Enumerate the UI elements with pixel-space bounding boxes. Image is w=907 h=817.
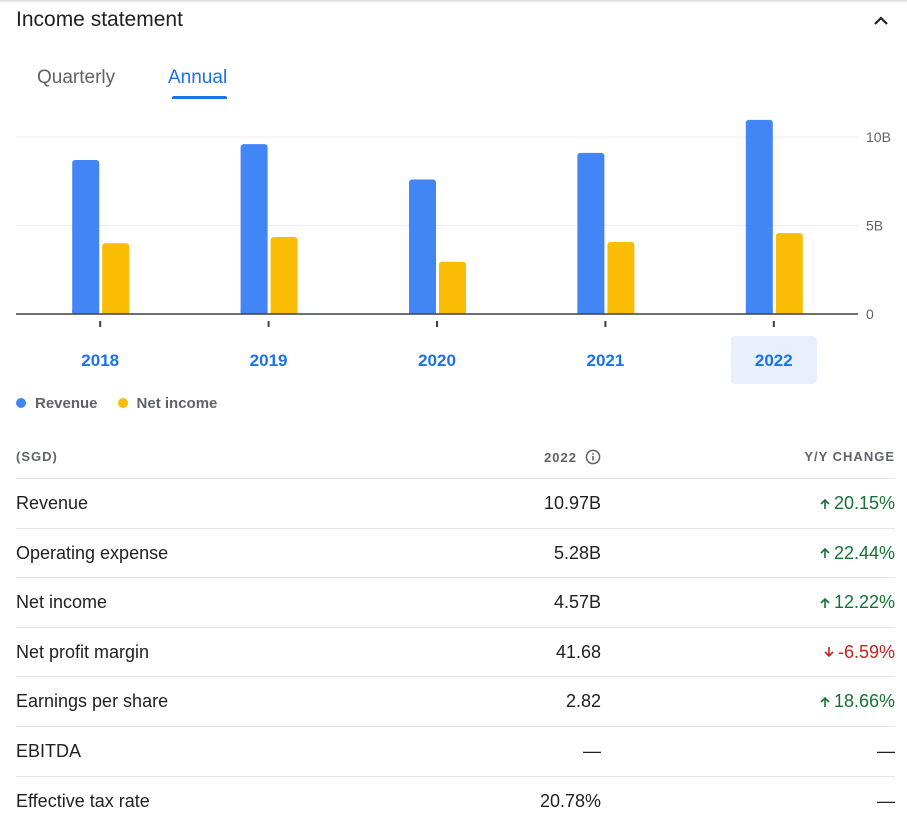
row-value: 20.78% <box>539 790 601 811</box>
bar-revenue-2022 <box>745 119 773 315</box>
row-label: Earnings per share <box>16 691 169 712</box>
row-value: 5.28B <box>553 542 601 563</box>
bar-revenue-2021 <box>577 152 605 314</box>
bar-net-income-2022 <box>775 233 803 314</box>
bar-base <box>240 310 268 314</box>
row-label: Operating expense <box>16 542 169 563</box>
bar-base <box>102 310 130 314</box>
legend-dot-revenue <box>16 398 26 408</box>
row-change: — <box>877 741 895 762</box>
x-tick-label-2022: 2022 <box>755 351 793 370</box>
row-label: Revenue <box>16 493 89 513</box>
currency-header: (SGD) <box>16 449 58 464</box>
info-icon[interactable] <box>585 449 601 465</box>
bar-base <box>775 310 803 314</box>
tab-quarterly[interactable]: Quarterly <box>37 64 115 92</box>
legend-item-revenue: Revenue <box>16 395 98 412</box>
bar-base <box>409 310 436 314</box>
row-change-value: — <box>877 740 895 761</box>
x-tick-label-2019: 2019 <box>250 351 288 370</box>
chart-legend: Revenue Net income <box>16 393 237 413</box>
x-tick-label-2020: 2020 <box>418 351 456 370</box>
arrow-down-icon <box>824 647 834 658</box>
table-body: Revenue 10.97B 20.15% Operating expense 5.28… <box>16 479 895 817</box>
chevron-up-icon[interactable] <box>869 9 893 33</box>
table-row: Effective tax rate 20.78% — <box>16 777 895 817</box>
row-change: 18.66% <box>818 691 895 712</box>
bar-net-income-2020 <box>439 261 466 314</box>
row-change: -6.59% <box>822 642 895 663</box>
tab-quarterly-label: Quarterly <box>37 67 116 88</box>
row-change-value: 18.66% <box>833 691 895 712</box>
bar-net-income-2018 <box>102 243 130 314</box>
selected-year-highlight <box>730 336 817 384</box>
year-header-label: 2022 <box>544 449 577 465</box>
bar-revenue-2018 <box>72 160 100 314</box>
change-header: Y/Y CHANGE <box>804 449 895 464</box>
x-tick-label-2021: 2021 <box>586 351 624 370</box>
income-bar-chart: 0 5B 10B 2018 2019 2020 2021 2022 <box>16 119 891 384</box>
bar-base <box>745 310 773 314</box>
table-row: EBITDA — — <box>16 727 895 777</box>
table-row: Revenue 10.97B 20.15% <box>16 479 895 529</box>
row-change-value: 20.15% <box>833 493 895 513</box>
active-tab-indicator <box>172 96 228 99</box>
y-tick-label: 0 <box>866 306 874 322</box>
row-change-value: 12.22% <box>833 592 895 613</box>
year-header: 2022 <box>544 449 601 465</box>
bar-base <box>439 310 466 314</box>
row-change-value: -6.59% <box>837 641 895 662</box>
row-value: 10.97B <box>543 493 601 513</box>
row-label: Effective tax rate <box>16 790 150 811</box>
row-change-value: — <box>877 790 895 811</box>
row-value: 41.68 <box>555 641 601 662</box>
row-label: Net profit margin <box>16 641 150 662</box>
table-row: Earnings per share 2.82 18.66% <box>16 677 895 727</box>
y-tick-label: 10B <box>866 129 891 145</box>
legend-dot-net-income <box>117 398 128 408</box>
row-label: Net income <box>16 592 108 613</box>
arrow-up-icon <box>820 597 830 608</box>
row-value: 2.82 <box>565 691 601 712</box>
section-title: Income statement <box>16 8 183 31</box>
legend-label-net-income: Net income <box>136 394 218 412</box>
bar-net-income-2019 <box>270 237 298 314</box>
arrow-up-icon <box>820 696 830 707</box>
top-shadow <box>0 0 907 3</box>
table-row: Operating expense 5.28B 22.44% <box>16 529 895 579</box>
table-header: (SGD) 2022 Y/Y CHANGE <box>16 436 895 479</box>
legend-item-net-income: Net income <box>117 394 218 412</box>
row-value: 4.57B <box>553 592 601 613</box>
table-row: Net profit margin 41.68 -6.59% <box>16 628 895 678</box>
bar-revenue-2019 <box>240 144 268 314</box>
row-label: EBITDA <box>16 740 82 761</box>
legend-label-revenue: Revenue <box>35 394 98 412</box>
bar-base <box>607 310 635 314</box>
bar-net-income-2021 <box>607 241 635 314</box>
table-row: Net income 4.57B 12.22% <box>16 578 895 628</box>
financials-table: (SGD) 2022 Y/Y CHANGE Revenue 10.97B 20.15… <box>16 436 895 817</box>
tab-annual-label: Annual <box>168 67 228 88</box>
bar-base <box>270 310 298 314</box>
row-change: 20.15% <box>818 493 895 514</box>
row-change: — <box>877 791 895 812</box>
bar-base <box>577 310 605 314</box>
bar-base <box>72 310 100 314</box>
bar-revenue-2020 <box>409 179 436 314</box>
x-tick-label-2018: 2018 <box>81 351 119 370</box>
arrow-up-icon <box>820 547 830 559</box>
row-change: 12.22% <box>818 592 895 613</box>
row-change: 22.44% <box>818 543 895 564</box>
section-header[interactable]: Income statement <box>16 7 893 35</box>
y-tick-label: 5B <box>866 218 883 234</box>
arrow-up-icon <box>820 498 830 509</box>
tab-annual[interactable]: Annual <box>168 64 228 99</box>
row-value: — <box>583 740 601 761</box>
row-change-value: 22.44% <box>833 542 895 563</box>
